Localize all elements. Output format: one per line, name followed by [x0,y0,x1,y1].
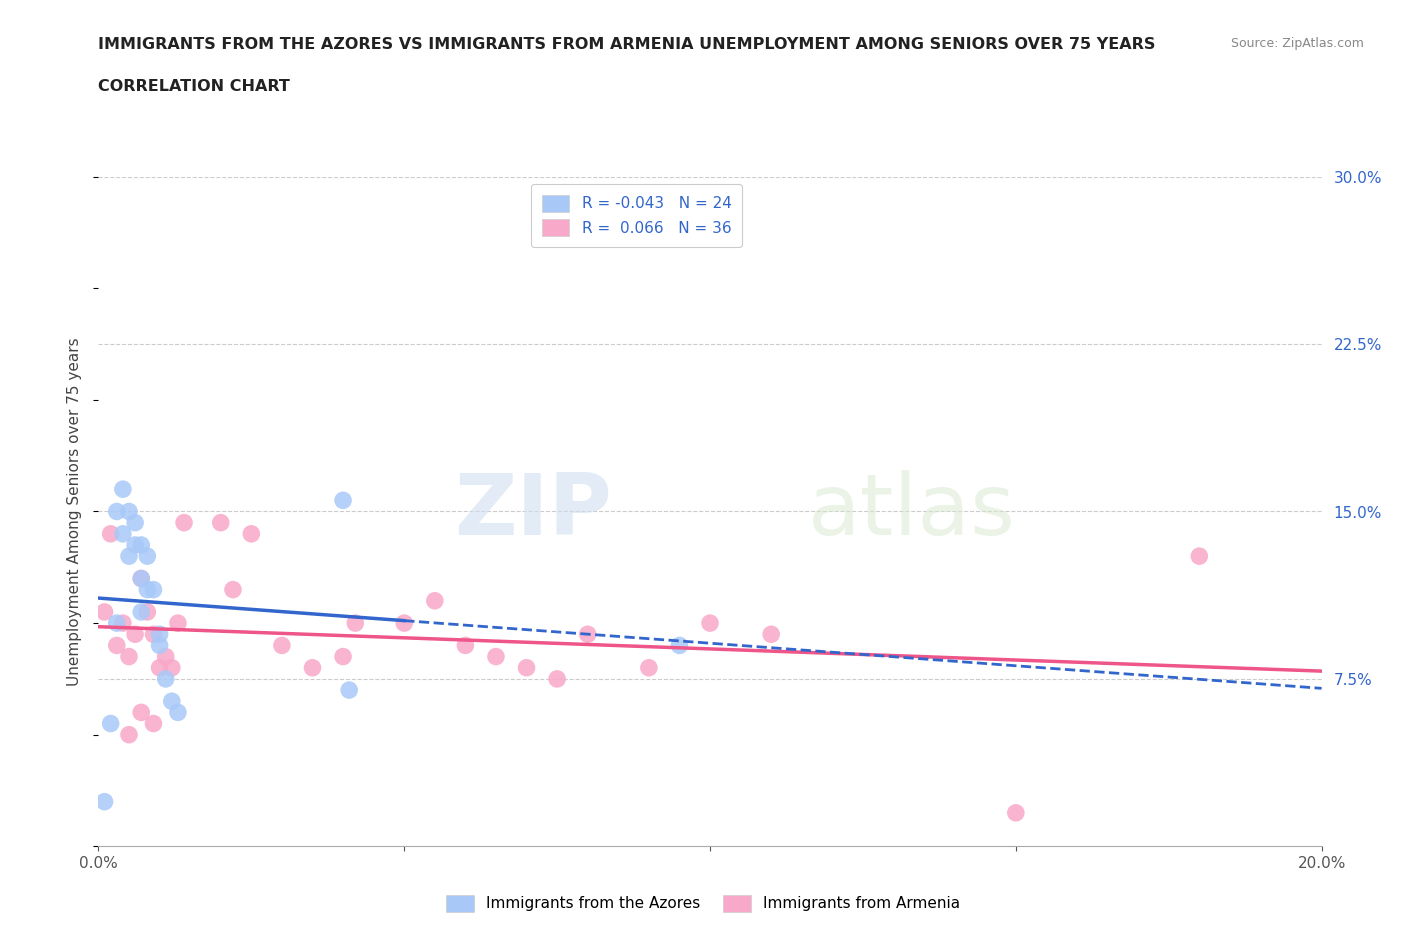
Point [167,616,190,631]
Point [392,616,416,631]
Point [142,716,165,731]
Text: ZIP: ZIP [454,470,612,553]
Point [136,604,159,619]
Point [136,549,159,564]
Point [332,649,354,664]
Text: IMMIGRANTS FROM THE AZORES VS IMMIGRANTS FROM ARMENIA UNEMPLOYMENT AMONG SENIORS: IMMIGRANTS FROM THE AZORES VS IMMIGRANTS… [98,37,1156,52]
Point [118,727,141,742]
Y-axis label: Unemployment Among Seniors over 75 years: Unemployment Among Seniors over 75 years [67,338,83,685]
Point [209,515,232,530]
Legend: Immigrants from the Azores, Immigrants from Armenia: Immigrants from the Azores, Immigrants f… [440,889,966,918]
Point [173,515,195,530]
Point [129,705,152,720]
Point [105,616,128,631]
Point [93,794,115,809]
Point [142,582,165,597]
Point [301,660,323,675]
Point [240,526,263,541]
Point [637,660,661,675]
Point [149,638,172,653]
Point [124,515,146,530]
Point [576,627,599,642]
Point [129,538,152,552]
Point [124,627,146,642]
Text: CORRELATION CHART: CORRELATION CHART [98,79,290,94]
Point [1004,805,1026,820]
Point [337,683,360,698]
Point [485,649,508,664]
Point [699,616,721,631]
Point [118,504,141,519]
Point [167,705,190,720]
Point [100,526,122,541]
Point [142,627,165,642]
Point [118,549,141,564]
Point [111,526,134,541]
Point [149,627,172,642]
Point [160,694,183,709]
Point [759,627,782,642]
Point [149,660,172,675]
Point [516,660,538,675]
Point [129,571,152,586]
Point [100,716,122,731]
Point [118,649,141,664]
Text: Source: ZipAtlas.com: Source: ZipAtlas.com [1230,37,1364,50]
Point [332,493,354,508]
Point [155,649,177,664]
Point [93,604,115,619]
Point [454,638,477,653]
Point [105,504,128,519]
Point [270,638,292,653]
Point [155,671,177,686]
Point [129,571,152,586]
Point [423,593,446,608]
Point [546,671,568,686]
Text: atlas: atlas [808,470,1017,553]
Legend: R = -0.043   N = 24, R =  0.066   N = 36: R = -0.043 N = 24, R = 0.066 N = 36 [531,184,742,246]
Point [124,538,146,552]
Point [111,616,134,631]
Point [105,638,128,653]
Point [136,582,159,597]
Point [160,660,183,675]
Point [111,482,134,497]
Point [344,616,367,631]
Point [668,638,690,653]
Point [129,604,152,619]
Point [222,582,245,597]
Point [1188,549,1211,564]
